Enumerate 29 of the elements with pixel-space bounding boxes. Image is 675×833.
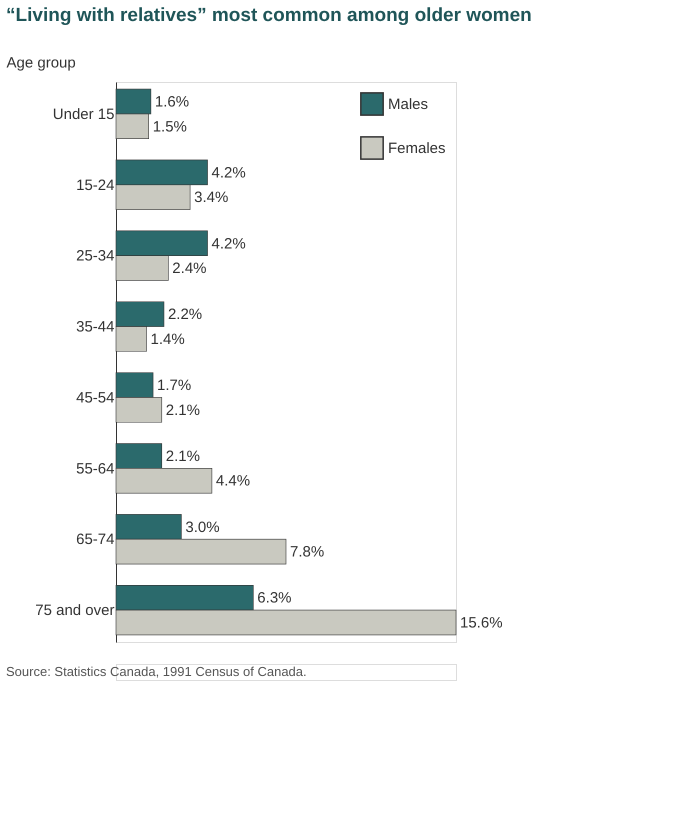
data-label: 4.2%: [212, 235, 246, 252]
data-label: 7.8%: [290, 544, 324, 561]
legend-label: Males: [388, 96, 428, 113]
y-tick-label: 55-64: [76, 460, 114, 478]
data-label: 1.6%: [154, 93, 190, 110]
data-label: 2.4%: [172, 260, 207, 278]
y-tick-label: 25-34: [76, 248, 114, 265]
data-label: 3.4%: [194, 189, 228, 206]
data-label: 1.7%: [157, 377, 192, 394]
data-label: 4.4%: [216, 472, 250, 490]
y-tick-label: 65-74: [76, 531, 114, 548]
data-label: 3.0%: [185, 518, 220, 536]
y-axis-title: Age group: [6, 54, 76, 72]
y-tick-label: Under 15: [52, 106, 114, 123]
chart-title: “Living with relatives” most common among older women: [6, 5, 532, 26]
data-label: 2.1%: [166, 448, 200, 465]
y-tick-label: 45-54: [76, 389, 114, 406]
data-label: 6.3%: [257, 590, 292, 607]
y-tick-label: 15-24: [76, 176, 114, 194]
source-note: Source: Statistics Canada, 1991 Census of Canada.: [6, 664, 307, 679]
data-label: 1.5%: [152, 118, 187, 136]
data-label: 2.2%: [168, 306, 202, 324]
data-label: 2.1%: [166, 402, 200, 419]
y-tick-label: 75 and over: [35, 602, 114, 620]
data-label: 4.2%: [212, 164, 246, 182]
y-tick-label: 35-44: [76, 318, 114, 336]
data-label: 1.4%: [150, 330, 185, 348]
data-label: 15.6%: [460, 614, 503, 632]
legend-label: Females: [388, 140, 446, 157]
